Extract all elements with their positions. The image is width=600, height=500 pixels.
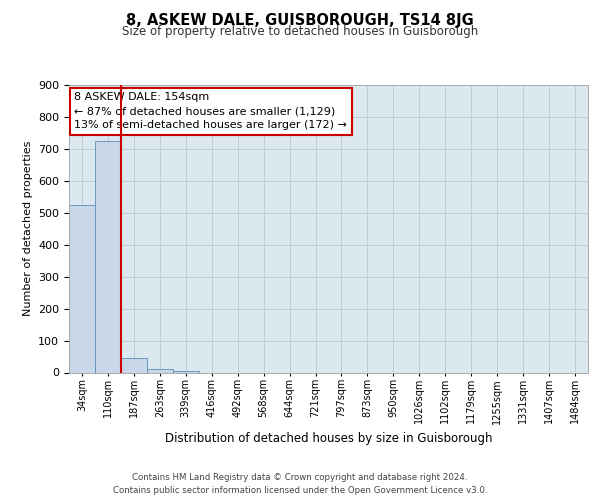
Text: 8, ASKEW DALE, GUISBOROUGH, TS14 8JG: 8, ASKEW DALE, GUISBOROUGH, TS14 8JG (126, 12, 474, 28)
Bar (121, 358, 147, 372)
Bar (69, 205, 95, 372)
X-axis label: Distribution of detached houses by size in Guisborough: Distribution of detached houses by size … (165, 432, 492, 445)
Text: Contains HM Land Registry data © Crown copyright and database right 2024.
Contai: Contains HM Land Registry data © Crown c… (113, 473, 487, 495)
Bar (173, 371, 199, 372)
Text: Size of property relative to detached houses in Guisborough: Size of property relative to detached ho… (122, 25, 478, 38)
Text: 8 ASKEW DALE: 154sqm
← 87% of detached houses are smaller (1,129)
13% of semi-de: 8 ASKEW DALE: 154sqm ← 87% of detached h… (74, 92, 347, 130)
Y-axis label: Number of detached properties: Number of detached properties (23, 141, 32, 316)
Bar (147, 370, 173, 372)
Bar (95, 141, 121, 372)
